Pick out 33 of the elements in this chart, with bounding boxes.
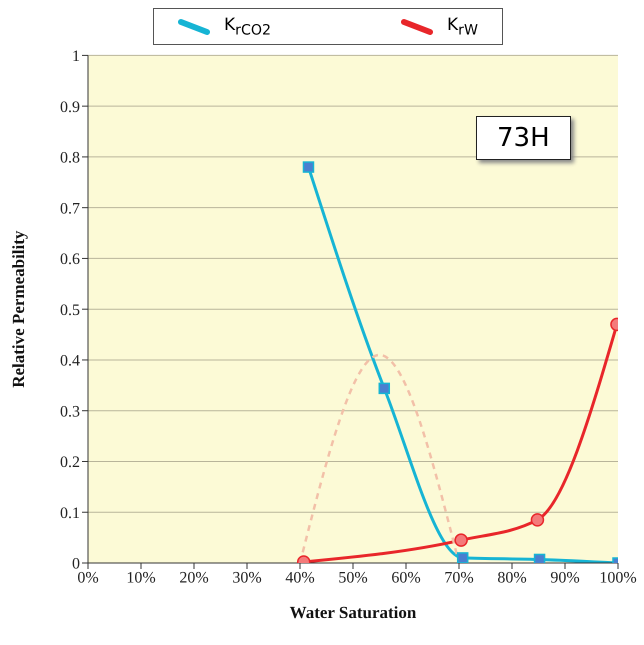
point [378, 382, 390, 394]
point [302, 161, 314, 173]
point [454, 533, 468, 547]
y-tick-label: 1 [72, 48, 80, 66]
y-tick-label: 0.7 [60, 200, 80, 218]
y-tick-label: 0.3 [60, 403, 80, 420]
y-tick-label: 0.1 [60, 504, 80, 522]
x-tick-label: 90% [550, 569, 580, 586]
x-tick-label: 0% [77, 569, 99, 586]
x-tick-label: 50% [338, 569, 368, 586]
x-tick-label: 80% [497, 569, 527, 586]
x-axis-title: Water Saturation [290, 603, 417, 622]
x-tick-label: 20% [179, 569, 209, 586]
y-tick-label: 0.5 [60, 302, 80, 319]
point [534, 554, 546, 563]
y-tick-label: 0.6 [60, 251, 80, 268]
x-tick-label: 60% [391, 569, 421, 586]
y-tick-label: 0.2 [60, 454, 80, 472]
y-axis-title: Relative Permeability [9, 230, 28, 388]
x-tick-label: 10% [126, 569, 156, 586]
y-tick-label: 0.9 [60, 98, 80, 116]
annotation: 73H [476, 116, 571, 160]
x-tick-label: 100% [599, 569, 637, 586]
point [530, 513, 544, 527]
x-tick-label: 70% [444, 569, 474, 586]
x-tick-label: 40% [285, 569, 315, 586]
y-tick-label: 0.4 [60, 352, 80, 370]
legend-label: K$_{rCO2}$ [224, 15, 272, 38]
legend-label: K$_{rW}$ [447, 15, 478, 38]
y-tick-label: 0 [72, 556, 80, 573]
x-tick-label: 30% [232, 569, 262, 586]
y-tick-label: 0.8 [60, 150, 80, 167]
point [456, 552, 468, 563]
